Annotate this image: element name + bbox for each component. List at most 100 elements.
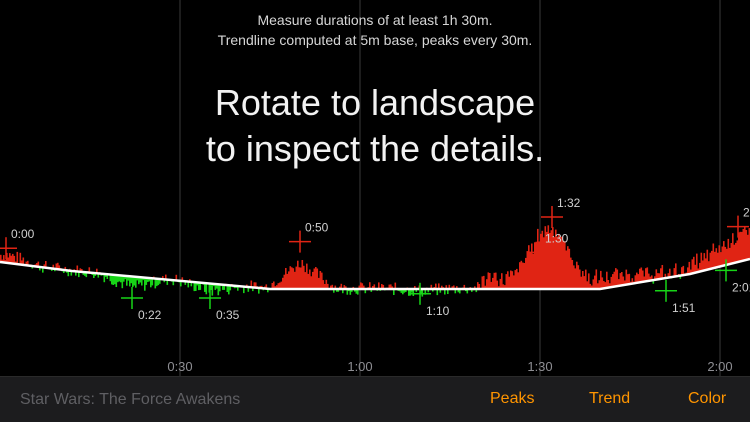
signal-bar <box>252 287 254 292</box>
gridlines <box>179 0 721 376</box>
x-axis-ticks: 0:30 1:00 1:30 2:00 <box>167 359 732 374</box>
signal-bar <box>693 256 695 274</box>
signal-bar <box>727 238 730 265</box>
signal-bar <box>156 278 158 287</box>
signal-bar <box>601 277 604 289</box>
signal-bar <box>447 289 449 294</box>
signal-bar <box>501 273 503 289</box>
signal-bar <box>553 236 556 289</box>
signal-bar <box>745 230 748 261</box>
signal-bar <box>636 272 638 283</box>
signal-bar <box>111 274 113 285</box>
signal-bar <box>598 280 601 289</box>
signal-bar <box>205 283 208 295</box>
signal-bar <box>580 276 583 289</box>
signal-bar <box>394 282 397 289</box>
signal-bar <box>475 289 478 293</box>
signal-bar <box>478 284 481 289</box>
info-line-trend-settings: Trendline computed at 5m base, peaks eve… <box>217 32 533 48</box>
signal-bar <box>522 262 524 289</box>
signal-bar <box>688 261 691 275</box>
peak-label: 1:32 <box>557 196 581 210</box>
signal-bar <box>694 264 697 273</box>
trend-button[interactable]: Trend <box>589 390 631 407</box>
signal-bar <box>157 278 160 286</box>
signal-bar <box>214 284 217 290</box>
peak-label: 1:30 <box>545 231 569 245</box>
signal-bar <box>673 268 676 277</box>
signal-bar <box>57 262 59 270</box>
signal-bar <box>658 273 661 280</box>
signal-bar <box>687 267 689 275</box>
signal-bar <box>726 248 728 265</box>
signal-bar <box>237 286 239 291</box>
signal-bar <box>613 271 616 287</box>
signal-bar <box>561 236 563 289</box>
signal-bar <box>508 276 511 289</box>
signal-bar <box>6 252 8 263</box>
signal-bar <box>76 265 79 272</box>
signal-bar <box>549 232 551 289</box>
signal-bar <box>280 281 283 289</box>
signal-bar <box>133 276 136 286</box>
signal-bar <box>271 283 274 289</box>
signal-bar <box>112 274 115 285</box>
signal-bar <box>567 246 569 289</box>
signal-bar <box>456 286 458 289</box>
signal-bar <box>378 282 380 289</box>
signal-bar <box>481 276 484 289</box>
signal-bar <box>64 266 67 270</box>
signal-bar <box>477 282 479 289</box>
signal-bar <box>603 281 605 289</box>
signal-bar <box>691 259 694 274</box>
signal-bar <box>267 288 269 293</box>
signal-bar <box>568 248 571 289</box>
signal-bar <box>139 277 142 283</box>
signal-bar <box>597 283 599 289</box>
signal-bar <box>162 276 164 280</box>
color-button[interactable]: Color <box>688 390 727 407</box>
signal-bar <box>648 273 650 281</box>
signal-bar <box>640 267 643 283</box>
signal-bar <box>582 271 584 289</box>
signal-bar <box>484 285 487 289</box>
signal-bar <box>349 289 352 295</box>
signal-bar <box>519 262 521 289</box>
signal-bar <box>457 289 460 293</box>
signal-bar <box>301 260 304 289</box>
signal-bar <box>496 280 499 289</box>
signal-bar <box>409 289 412 296</box>
signal-bar <box>198 282 200 291</box>
signal-bar <box>175 274 178 281</box>
peak-label: 1:51 <box>672 301 696 315</box>
signal-bar <box>400 289 403 293</box>
signal-bar <box>415 289 418 292</box>
signal-bar <box>643 276 646 282</box>
signal-bar <box>81 269 83 272</box>
signal-bar <box>504 285 506 289</box>
signal-bar <box>579 269 581 289</box>
signal-bar <box>747 234 749 260</box>
signal-bar <box>247 287 250 292</box>
signal-bar <box>544 226 547 289</box>
info-line-min-duration: Measure durations of at least 1h 30m. <box>257 12 493 28</box>
signal-bar <box>189 279 191 282</box>
signal-bar <box>147 277 149 282</box>
signal-bar <box>7 257 10 263</box>
signal-bar <box>576 261 578 289</box>
signal-bar <box>288 271 290 289</box>
signal-bar <box>130 276 133 284</box>
signal-bar <box>342 289 344 294</box>
signal-bar <box>556 236 559 289</box>
signal-bar <box>540 233 542 289</box>
signal-bar <box>682 265 685 276</box>
signal-bar <box>411 289 413 293</box>
peaks-button[interactable]: Peaks <box>490 390 535 407</box>
peak-marker-0-35: 0:35 <box>199 287 240 322</box>
signal-bar <box>184 281 187 285</box>
signal-bar <box>594 275 596 289</box>
signal-bar <box>741 231 743 262</box>
signal-bar <box>555 229 557 289</box>
signal-bar <box>660 268 662 279</box>
signal-bar <box>166 279 169 285</box>
